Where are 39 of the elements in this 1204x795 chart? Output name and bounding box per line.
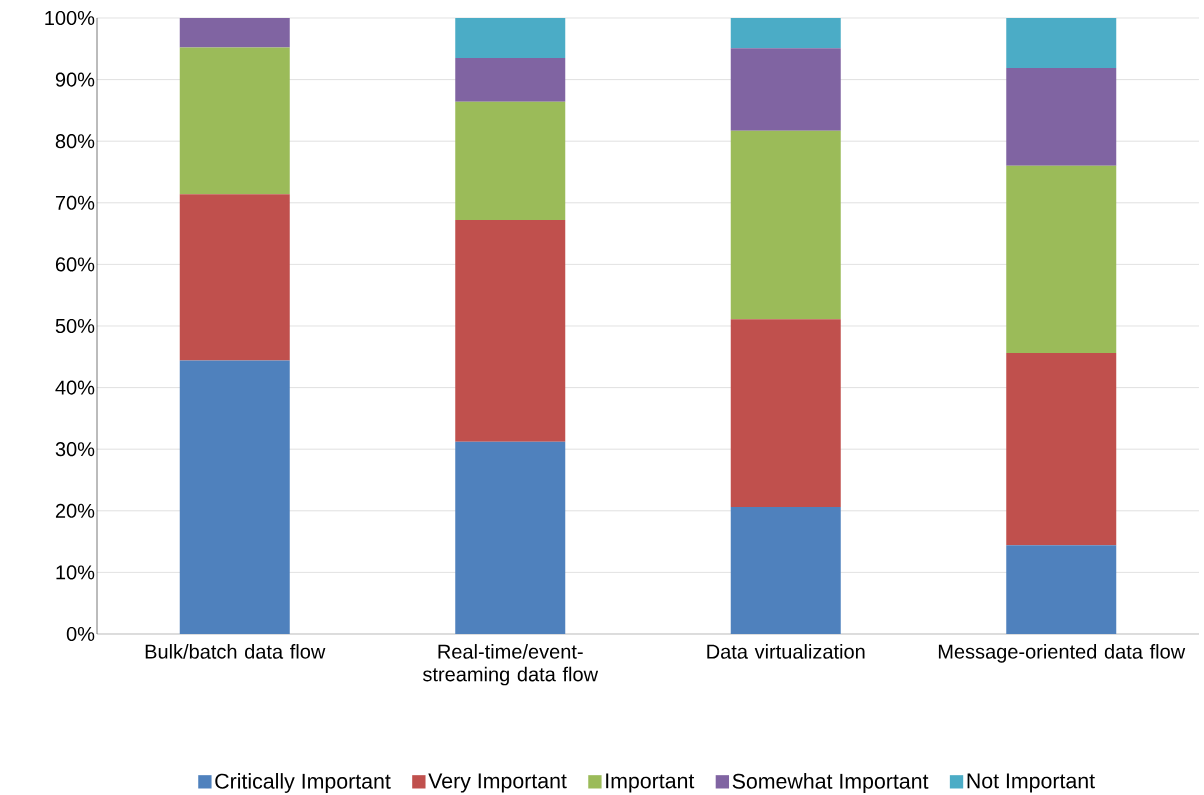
bar [455,101,566,221]
bar [179,360,290,634]
bar [179,194,290,361]
bar [730,17,841,49]
y-tick-label: 70% [55,195,95,210]
y-tick-label: 20% [55,503,95,518]
bar [1006,17,1117,68]
y-tick-label: 100% [45,10,95,26]
legend-label: Important [606,773,695,793]
bar [730,507,841,634]
y-tick-label: 50% [55,318,95,334]
x-tick-label: Real-time/event-streaming data flow [423,644,599,686]
bar [1006,67,1117,166]
y-tick-label: 90% [55,72,95,87]
bar [455,220,566,442]
y-tick-label: 80% [55,134,95,149]
bar [179,47,290,195]
bar [1006,165,1117,354]
bar [455,441,566,634]
bar [455,17,566,59]
legend-label: Very Important [428,773,567,793]
bar [1006,353,1117,546]
bar [730,130,841,320]
legend-label: Somewhat Important [732,773,929,793]
legend-label: Not Important [967,773,1095,793]
bar [179,17,290,48]
x-tick-label: Data virtualization [707,644,865,659]
y-tick-label: 60% [55,257,95,272]
y-tick-label: 30% [55,442,95,457]
bar [1006,545,1117,634]
y-tick-label: 0% [66,626,95,642]
bar [455,58,566,102]
bar [730,48,841,131]
legend-label: Critically Important [215,773,391,793]
x-tick-label: Message-oriented data flow [938,644,1186,663]
bar [730,319,841,508]
y-tick-label: 40% [55,380,95,395]
y-tick-label: 10% [56,565,95,580]
x-tick-label: Bulk/batch data flow [145,644,326,659]
